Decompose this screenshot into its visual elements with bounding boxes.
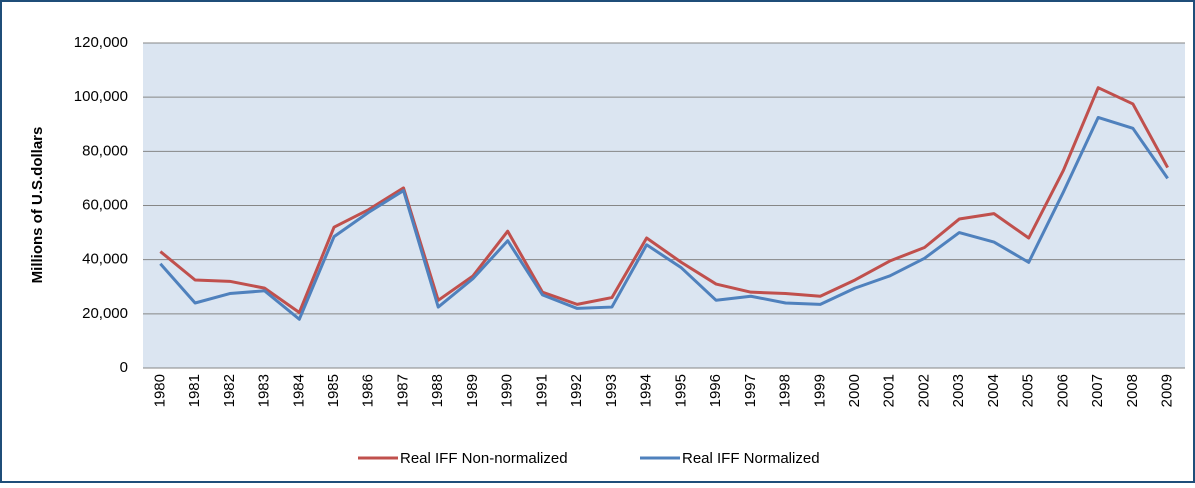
x-tick-label: 2003: [950, 374, 967, 407]
y-axis-label: Millions of U.S.dollars: [29, 127, 46, 284]
y-tick-label: 40,000: [82, 251, 128, 268]
legend-label: Real IFF Non-normalized: [400, 450, 568, 467]
x-tick-label: 1985: [325, 374, 342, 407]
x-tick-label: 1989: [464, 374, 481, 407]
x-tick-label: 2006: [1054, 374, 1071, 407]
x-tick-label: 1992: [568, 374, 585, 407]
x-tick-label: 2007: [1089, 374, 1106, 407]
x-tick-label: 1991: [533, 374, 550, 407]
x-tick-label: 1982: [221, 374, 238, 407]
y-tick-label: 80,000: [82, 142, 128, 159]
line-series: [159, 115, 1169, 321]
x-tick-label: 2004: [985, 374, 1002, 407]
x-tick-label: 2008: [1124, 374, 1141, 407]
x-tick-label: 1996: [707, 374, 724, 407]
y-tick-label: 100,000: [74, 88, 128, 105]
x-tick-label: 1998: [777, 374, 794, 407]
x-tick-label: 2001: [881, 374, 898, 407]
y-tick-label: 60,000: [82, 196, 128, 213]
line-series: [159, 86, 1169, 314]
x-tick-label: 1990: [499, 374, 516, 407]
x-tick-label: 1993: [603, 374, 620, 407]
x-tick-label: 1994: [638, 374, 655, 407]
x-tick-label: 1980: [151, 374, 168, 407]
x-tick-label: 1988: [429, 374, 446, 407]
y-tick-label: 120,000: [74, 34, 128, 51]
x-tick-label: 1983: [256, 374, 273, 407]
x-tick-label: 2005: [1020, 374, 1037, 407]
x-tick-label: 1987: [394, 374, 411, 407]
x-tick-label: 2000: [846, 374, 863, 407]
legend-label: Real IFF Normalized: [682, 450, 820, 467]
x-tick-label: 1995: [672, 374, 689, 407]
x-tick-label: 2009: [1159, 374, 1176, 407]
x-tick-label: 1999: [811, 374, 828, 407]
x-tick-label: 1981: [186, 374, 203, 407]
x-tick-label: 1984: [290, 374, 307, 407]
x-tick-label: 1986: [360, 374, 377, 407]
x-tick-label: 2002: [915, 374, 932, 407]
y-tick-label: 20,000: [82, 305, 128, 322]
x-tick-label: 1997: [742, 374, 759, 407]
y-tick-label: 0: [120, 359, 128, 376]
